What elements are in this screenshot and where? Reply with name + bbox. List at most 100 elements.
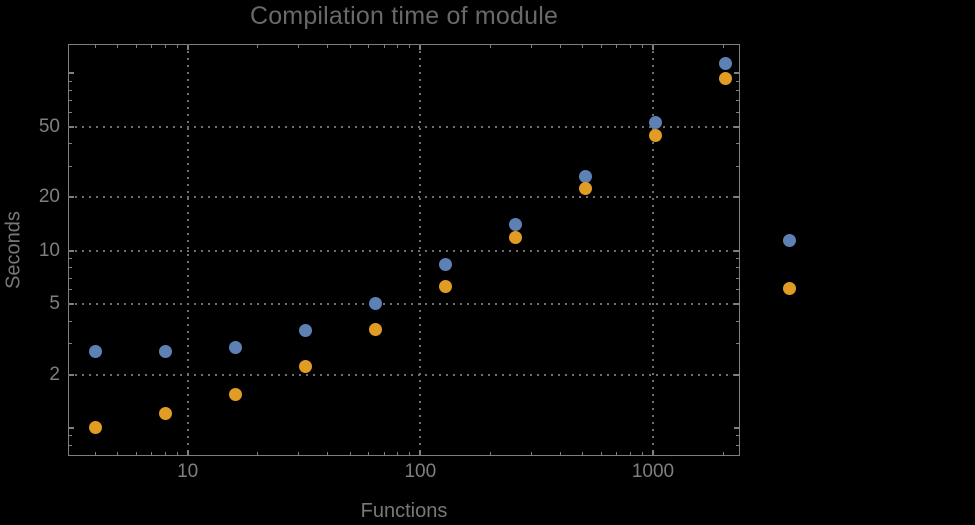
gridline-horizontal xyxy=(68,373,740,376)
y-minor-tick xyxy=(736,289,739,291)
x-minor-tick xyxy=(530,452,532,455)
x-minor-tick xyxy=(117,452,119,455)
x-minor-tick xyxy=(368,45,370,48)
data-point-series-1 xyxy=(578,169,592,183)
data-point-series-2 xyxy=(158,407,172,421)
x-minor-tick xyxy=(257,45,259,48)
y-major-tick xyxy=(69,249,74,252)
y-minor-tick xyxy=(69,444,72,446)
y-minor-tick xyxy=(69,320,72,322)
y-tick-label: 5 xyxy=(49,292,60,314)
y-minor-tick xyxy=(736,342,739,344)
gridline-horizontal xyxy=(68,125,740,128)
x-minor-tick xyxy=(722,452,724,455)
x-minor-tick xyxy=(530,45,532,48)
y-minor-tick xyxy=(736,444,739,446)
y-major-tick xyxy=(734,426,739,429)
x-minor-tick xyxy=(94,45,96,48)
x-major-tick xyxy=(419,45,422,50)
chart-title: Compilation time of module xyxy=(249,2,559,30)
data-point-series-2 xyxy=(718,71,732,85)
x-minor-tick xyxy=(94,452,96,455)
y-axis-label: Seconds xyxy=(2,211,25,289)
x-minor-tick xyxy=(582,452,584,455)
x-minor-tick xyxy=(383,452,385,455)
data-point-series-2 xyxy=(508,231,522,245)
x-minor-tick xyxy=(397,452,399,455)
data-point-series-1 xyxy=(438,258,452,272)
data-point-series-2 xyxy=(578,181,592,195)
x-minor-tick xyxy=(600,452,602,455)
gridline-horizontal xyxy=(68,302,740,305)
y-minor-tick xyxy=(69,258,72,260)
y-minor-tick xyxy=(736,112,739,114)
y-tick-label: 20 xyxy=(38,186,60,208)
x-major-tick xyxy=(651,45,654,50)
x-minor-tick xyxy=(641,452,643,455)
legend-marker-1 xyxy=(783,234,796,247)
gridline-horizontal xyxy=(68,196,740,199)
data-point-series-2 xyxy=(648,128,662,142)
y-tick-label: 10 xyxy=(38,239,60,261)
y-major-tick xyxy=(734,302,739,305)
y-minor-tick xyxy=(69,289,72,291)
x-minor-tick xyxy=(298,45,300,48)
x-minor-tick xyxy=(176,45,178,48)
x-minor-tick xyxy=(176,452,178,455)
y-major-tick xyxy=(734,249,739,252)
x-minor-tick xyxy=(559,452,561,455)
x-minor-tick xyxy=(641,45,643,48)
x-minor-tick xyxy=(151,452,153,455)
x-major-tick xyxy=(186,45,189,50)
y-major-tick xyxy=(69,125,74,128)
x-minor-tick xyxy=(383,45,385,48)
data-point-series-1 xyxy=(508,217,522,231)
data-point-series-1 xyxy=(718,56,732,70)
y-major-tick xyxy=(69,373,74,376)
x-minor-tick xyxy=(722,45,724,48)
x-major-tick xyxy=(186,450,189,455)
y-major-tick xyxy=(69,302,74,305)
y-minor-tick xyxy=(736,100,739,102)
x-minor-tick xyxy=(629,452,631,455)
y-minor-tick xyxy=(736,143,739,145)
x-minor-tick xyxy=(257,452,259,455)
y-minor-tick xyxy=(69,100,72,102)
x-minor-tick xyxy=(151,45,153,48)
data-point-series-1 xyxy=(158,344,172,358)
x-minor-tick xyxy=(616,452,618,455)
x-minor-tick xyxy=(135,45,137,48)
x-minor-tick xyxy=(489,452,491,455)
y-major-tick xyxy=(734,125,739,128)
x-minor-tick xyxy=(409,452,411,455)
x-minor-tick xyxy=(582,45,584,48)
y-minor-tick xyxy=(736,267,739,269)
y-tick-label: 2 xyxy=(49,363,60,385)
y-minor-tick xyxy=(69,90,72,92)
x-minor-tick xyxy=(409,45,411,48)
y-major-tick xyxy=(734,72,739,75)
data-point-series-2 xyxy=(438,279,452,293)
x-minor-tick xyxy=(327,452,329,455)
legend-marker-2 xyxy=(783,282,796,295)
y-minor-tick xyxy=(736,165,739,167)
data-point-series-1 xyxy=(368,296,382,310)
x-minor-tick xyxy=(629,45,631,48)
data-point-series-2 xyxy=(368,322,382,336)
y-minor-tick xyxy=(69,435,72,437)
gridline-horizontal xyxy=(68,249,740,252)
x-major-tick xyxy=(651,450,654,455)
data-point-series-2 xyxy=(298,359,312,373)
x-major-tick xyxy=(419,450,422,455)
y-minor-tick xyxy=(69,267,72,269)
data-point-series-1 xyxy=(88,344,102,358)
y-minor-tick xyxy=(736,320,739,322)
data-point-series-2 xyxy=(228,388,242,402)
y-major-tick xyxy=(734,373,739,376)
x-minor-tick xyxy=(349,452,351,455)
x-minor-tick xyxy=(368,452,370,455)
x-tick-label: 1000 xyxy=(631,461,675,482)
x-minor-tick xyxy=(164,452,166,455)
data-point-series-1 xyxy=(648,115,662,129)
